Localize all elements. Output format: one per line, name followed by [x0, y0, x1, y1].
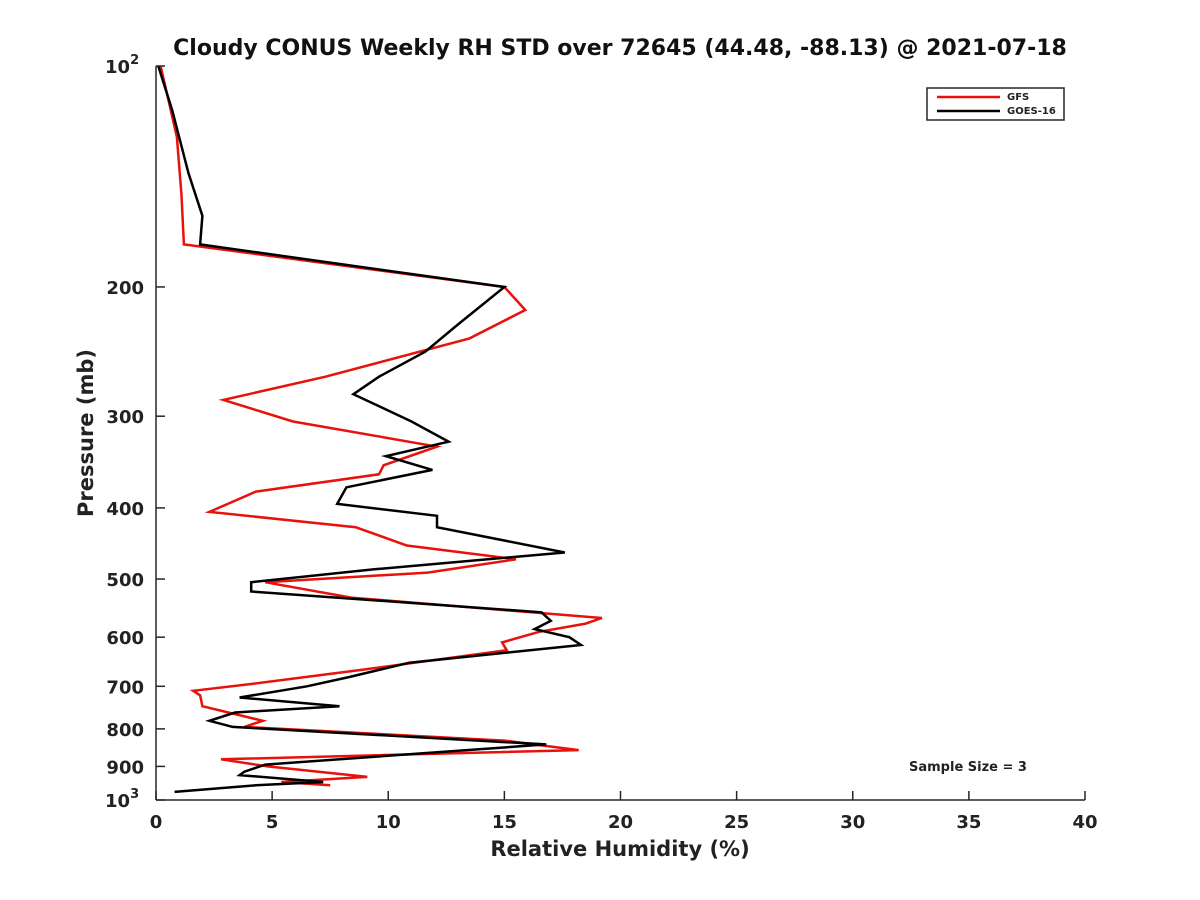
sample-size-annotation: Sample Size = 3	[909, 760, 1027, 775]
x-tick-label: 15	[492, 812, 517, 833]
y-tick-label: 900	[106, 757, 144, 778]
series-lines	[157, 65, 603, 794]
y-tick-label: 400	[106, 499, 144, 520]
legend-box	[926, 87, 1065, 121]
y-ticks: 102 200 300 400 500 600 700 800 900 103	[105, 53, 165, 812]
x-tick-label: 25	[724, 812, 749, 833]
x-tick-label: 30	[840, 812, 865, 833]
legend: GFS GOES-16	[926, 87, 1065, 121]
y-tick-label: 103	[105, 787, 139, 812]
y-tick-label: 200	[106, 278, 144, 299]
x-tick-label: 20	[608, 812, 633, 833]
x-ticks: 0 5 10 15 20 25 30 35 40	[150, 791, 1098, 833]
x-tick-label: 5	[266, 812, 279, 833]
y-tick-label: 700	[106, 677, 144, 698]
y-axis-label: Pressure (mb)	[74, 349, 98, 517]
legend-label-goes-16: GOES-16	[1007, 106, 1056, 117]
legend-label-gfs: GFS	[1007, 92, 1029, 103]
x-tick-label: 0	[150, 812, 163, 833]
y-tick-label: 300	[106, 407, 144, 428]
chart-title: Cloudy CONUS Weekly RH STD over 72645 (4…	[173, 36, 1067, 61]
y-tick-label: 500	[106, 570, 144, 591]
y-tick-label: 102	[105, 53, 139, 78]
series-line-goes-16	[157, 65, 585, 794]
x-tick-label: 40	[1072, 812, 1097, 833]
x-tick-label: 10	[376, 812, 401, 833]
x-axis-label: Relative Humidity (%)	[490, 837, 749, 861]
y-tick-label: 600	[106, 628, 144, 649]
y-tick-label: 800	[106, 720, 144, 741]
x-tick-label: 35	[956, 812, 981, 833]
